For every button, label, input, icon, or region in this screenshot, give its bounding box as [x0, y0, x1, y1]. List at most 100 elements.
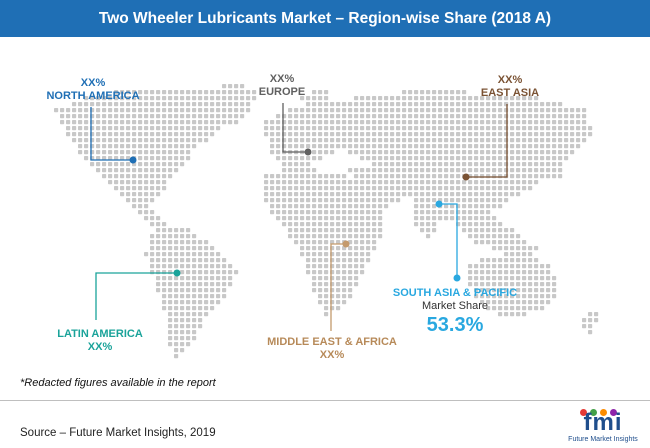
map-dot [216, 258, 221, 263]
map-dot [162, 174, 167, 179]
map-dot [486, 204, 491, 209]
map-dot [570, 120, 575, 125]
map-dot [192, 288, 197, 293]
map-dot [216, 270, 221, 275]
map-dot [306, 192, 311, 197]
map-dot [132, 102, 137, 107]
map-dot [324, 108, 329, 113]
map-dot [174, 276, 179, 281]
map-dot [504, 270, 509, 275]
map-dot [306, 258, 311, 263]
map-dot [366, 132, 371, 137]
map-dot [528, 186, 533, 191]
map-dot [468, 204, 473, 209]
map-dot [186, 330, 191, 335]
map-dot [474, 168, 479, 173]
map-dot [540, 126, 545, 131]
map-dot [120, 126, 125, 131]
map-dot [378, 144, 383, 149]
map-dot [384, 162, 389, 167]
map-dot [372, 120, 377, 125]
map-dot [402, 156, 407, 161]
map-dot [462, 108, 467, 113]
map-dot [306, 168, 311, 173]
map-dot [162, 120, 167, 125]
map-dot [168, 234, 173, 239]
map-dot [354, 234, 359, 239]
map-dot [546, 126, 551, 131]
map-dot [546, 150, 551, 155]
map-dot [114, 132, 119, 137]
map-dot [402, 144, 407, 149]
map-dot [330, 198, 335, 203]
map-dot [468, 162, 473, 167]
map-dot [180, 342, 185, 347]
map-dot [468, 276, 473, 281]
map-dot [552, 282, 557, 287]
map-dot [558, 168, 563, 173]
map-dot [390, 150, 395, 155]
map-dot [342, 114, 347, 119]
map-dot [456, 168, 461, 173]
map-dot [174, 96, 179, 101]
map-dot [354, 198, 359, 203]
map-dot [216, 90, 221, 95]
map-dot [396, 132, 401, 137]
map-dot [468, 120, 473, 125]
map-dot [426, 174, 431, 179]
logo-tagline: Future Market Insights [568, 436, 638, 443]
map-dot [114, 114, 119, 119]
map-dot [450, 126, 455, 131]
map-dot [360, 168, 365, 173]
map-dot [504, 180, 509, 185]
map-dot [264, 120, 269, 125]
map-dot [210, 270, 215, 275]
map-dot [552, 156, 557, 161]
map-dot [522, 282, 527, 287]
map-dot [162, 126, 167, 131]
map-dot [330, 132, 335, 137]
map-dot [540, 300, 545, 305]
map-dot [330, 150, 335, 155]
middle-east-africa-leader-line [330, 243, 346, 331]
map-dot [300, 144, 305, 149]
map-dot [420, 96, 425, 101]
map-dot [498, 96, 503, 101]
map-dot [144, 216, 149, 221]
map-dot [558, 132, 563, 137]
map-dot [504, 234, 509, 239]
map-dot [348, 192, 353, 197]
map-dot [72, 132, 77, 137]
map-dot [144, 204, 149, 209]
map-dot [318, 108, 323, 113]
map-dot [210, 120, 215, 125]
map-dot [498, 192, 503, 197]
map-dot [516, 150, 521, 155]
map-dot [552, 138, 557, 143]
map-dot [480, 198, 485, 203]
map-dot [534, 276, 539, 281]
europe-leader-line [282, 103, 308, 153]
map-dot [372, 126, 377, 131]
map-dot [396, 102, 401, 107]
map-dot [174, 120, 179, 125]
map-dot [528, 270, 533, 275]
map-dot [264, 126, 269, 131]
map-dot [552, 114, 557, 119]
map-dot [312, 90, 317, 95]
map-dot [462, 222, 467, 227]
map-dot [336, 144, 341, 149]
map-dot [390, 96, 395, 101]
map-dot [162, 246, 167, 251]
map-dot [522, 252, 527, 257]
map-dot [492, 240, 497, 245]
map-dot [342, 132, 347, 137]
map-dot [402, 174, 407, 179]
map-dot [474, 198, 479, 203]
map-dot [480, 108, 485, 113]
map-dot [408, 132, 413, 137]
map-dot [432, 120, 437, 125]
map-dot [402, 138, 407, 143]
map-dot [444, 162, 449, 167]
map-dot [126, 156, 131, 161]
